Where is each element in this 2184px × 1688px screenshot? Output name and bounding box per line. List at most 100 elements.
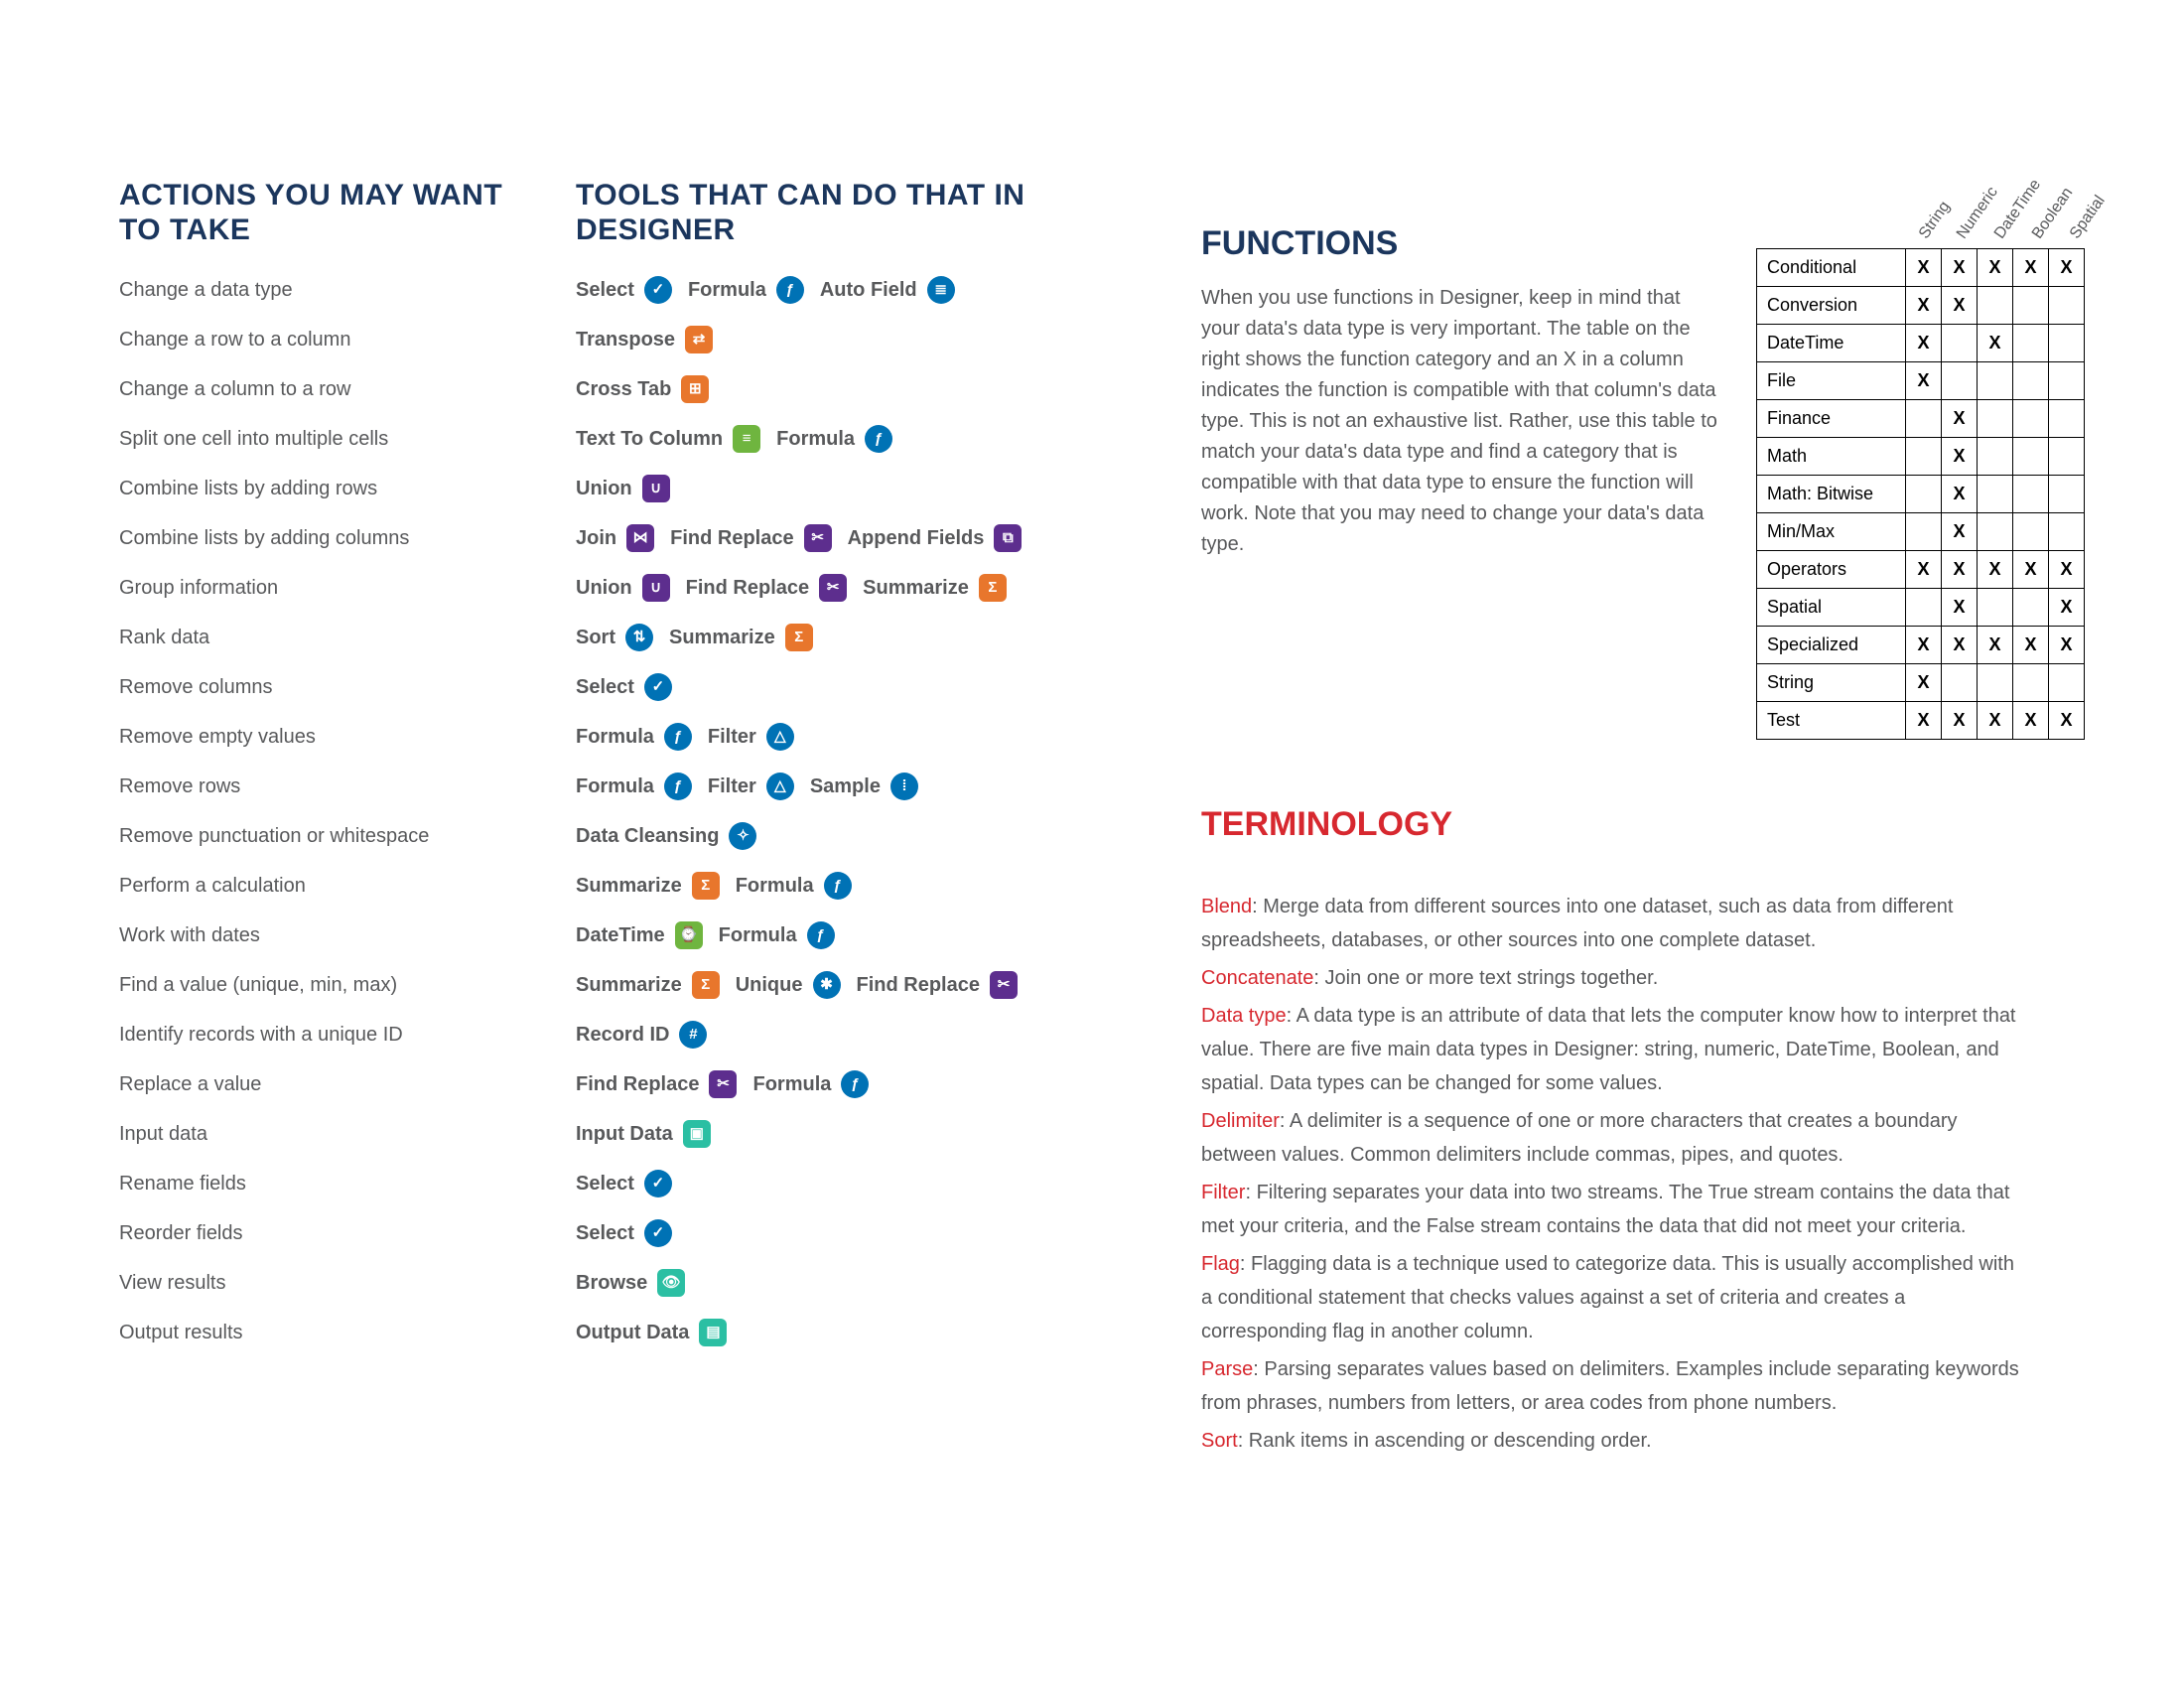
fn-table-row: Math X [1757,438,2085,476]
term-def: : Join one or more text strings together… [1313,967,1658,989]
formula-icon: ƒ [841,1070,869,1098]
tool-label: Input Data [576,1119,673,1149]
fn-table-row: Min/MaxX [1757,513,2085,551]
action-row: Change a row to a column [119,315,506,364]
fn-cell: X [2013,249,2049,287]
fn-cell [2013,513,2049,551]
fn-cell: X [1906,702,1942,740]
transpose-icon: ⇄ [685,326,713,353]
fn-cell: X [1942,476,1978,513]
tool-label: Formula [719,920,797,950]
fn-cell [2049,476,2085,513]
fn-row-name: Math [1757,438,1906,476]
tool-label: Union [576,474,632,503]
action-row: Input data [119,1109,506,1159]
inputdata-icon: ▣ [683,1120,711,1148]
actions-heading: ACTIONS YOU MAY WANT TO TAKE [119,179,506,247]
fn-row-name: File [1757,362,1906,400]
term-name: Delimiter [1201,1110,1280,1132]
tool-label: Formula [752,1069,831,1099]
tool-label: Select [576,1169,634,1198]
fn-cell: X [1942,702,1978,740]
tool-label: Filter [708,722,756,752]
tool-label: Formula [576,722,654,752]
fn-cell [2013,438,2049,476]
tool-row: DateTime⌚Formulaƒ [576,911,1132,960]
tool-label: Append Fields [848,523,985,553]
tools-list: Select✓FormulaƒAuto Field≣Transpose⇄Cros… [576,265,1132,1357]
tool-row: FormulaƒFilter△Sample⁞ [576,762,1132,811]
filter-icon: △ [766,723,794,751]
term-def: : Merge data from different sources into… [1201,896,1953,951]
fn-cell: X [1978,551,2013,589]
tool-label: Output Data [576,1318,689,1347]
summarize-icon: Σ [979,574,1007,602]
fn-cell [2049,400,2085,438]
tool-label: Transpose [576,325,675,354]
fn-row-name: Math: Bitwise [1757,476,1906,513]
tool-label: Auto Field [820,275,917,305]
fn-table-row: TestXXXXX [1757,702,2085,740]
fn-cell [2013,325,2049,362]
tool-label: Text To Column [576,424,723,454]
sort-icon: ⇅ [625,624,653,651]
fn-cell [1942,664,1978,702]
tool-row: Record ID # [576,1010,1132,1059]
fn-cell [1906,589,1942,627]
term-name: Sort [1201,1430,1238,1452]
fn-cell [2013,400,2049,438]
tool-label: Formula [688,275,766,305]
fn-cell [1978,362,2013,400]
fn-cell: X [1978,702,2013,740]
datacleansing-icon: ✧ [729,822,756,850]
recordid-icon: # [679,1021,707,1049]
formula-icon: ƒ [807,921,835,949]
tool-row: SummarizeΣFormulaƒ [576,861,1132,911]
formula-icon: ƒ [824,872,852,900]
fn-table-row: Math: Bitwise X [1757,476,2085,513]
fn-cell [2049,664,2085,702]
tool-label: Record ID [576,1020,669,1050]
tool-label: Join [576,523,616,553]
findreplace-icon: ✂ [990,971,1018,999]
fn-cell [1978,664,2013,702]
fn-row-name: Specialized [1757,627,1906,664]
action-row: Remove rows [119,762,506,811]
findreplace-icon: ✂ [819,574,847,602]
right-column: FUNCTIONS When you use functions in Desi… [1201,179,2085,1462]
fn-cell [1978,400,2013,438]
fn-cell [1942,362,1978,400]
appendfields-icon: ⧉ [994,524,1022,552]
tool-row: Browse👁 [576,1258,1132,1308]
fn-cell: X [2049,702,2085,740]
fn-cell: X [1942,627,1978,664]
fn-row-name: Min/Max [1757,513,1906,551]
tool-row: Join⋈Find Replace✂Append Fields⧉ [576,513,1132,563]
tool-row: Select✓ [576,1159,1132,1208]
fn-cell [1978,287,2013,325]
union-icon: ∪ [642,475,670,502]
fn-cell [1978,438,2013,476]
fn-cell: X [1906,551,1942,589]
tool-label: Filter [708,772,756,801]
action-row: Output results [119,1308,506,1357]
fn-cell [1906,400,1942,438]
page-root: ACTIONS YOU MAY WANT TO TAKE Change a da… [119,179,2085,1462]
findreplace-icon: ✂ [709,1070,737,1098]
term-def: : A delimiter is a sequence of one or mo… [1201,1110,1958,1166]
fn-cell: X [2049,249,2085,287]
term-entry: Parse: Parsing separates values based on… [1201,1352,2025,1420]
select-icon: ✓ [644,276,672,304]
fn-table-row: ConversionXX [1757,287,2085,325]
terminology-heading: TERMINOLOGY [1201,799,2085,850]
term-def: : Flagging data is a technique used to c… [1201,1253,2014,1342]
browse-icon: 👁 [657,1269,685,1297]
fn-cell: X [2013,627,2049,664]
tool-label: Cross Tab [576,374,671,404]
tool-label: Summarize [669,623,775,652]
formula-icon: ƒ [664,773,692,800]
fn-table-row: SpatialXX [1757,589,2085,627]
fn-cell: X [1942,438,1978,476]
term-entry: Concatenate: Join one or more text strin… [1201,961,2025,995]
tool-label: Summarize [863,573,969,603]
